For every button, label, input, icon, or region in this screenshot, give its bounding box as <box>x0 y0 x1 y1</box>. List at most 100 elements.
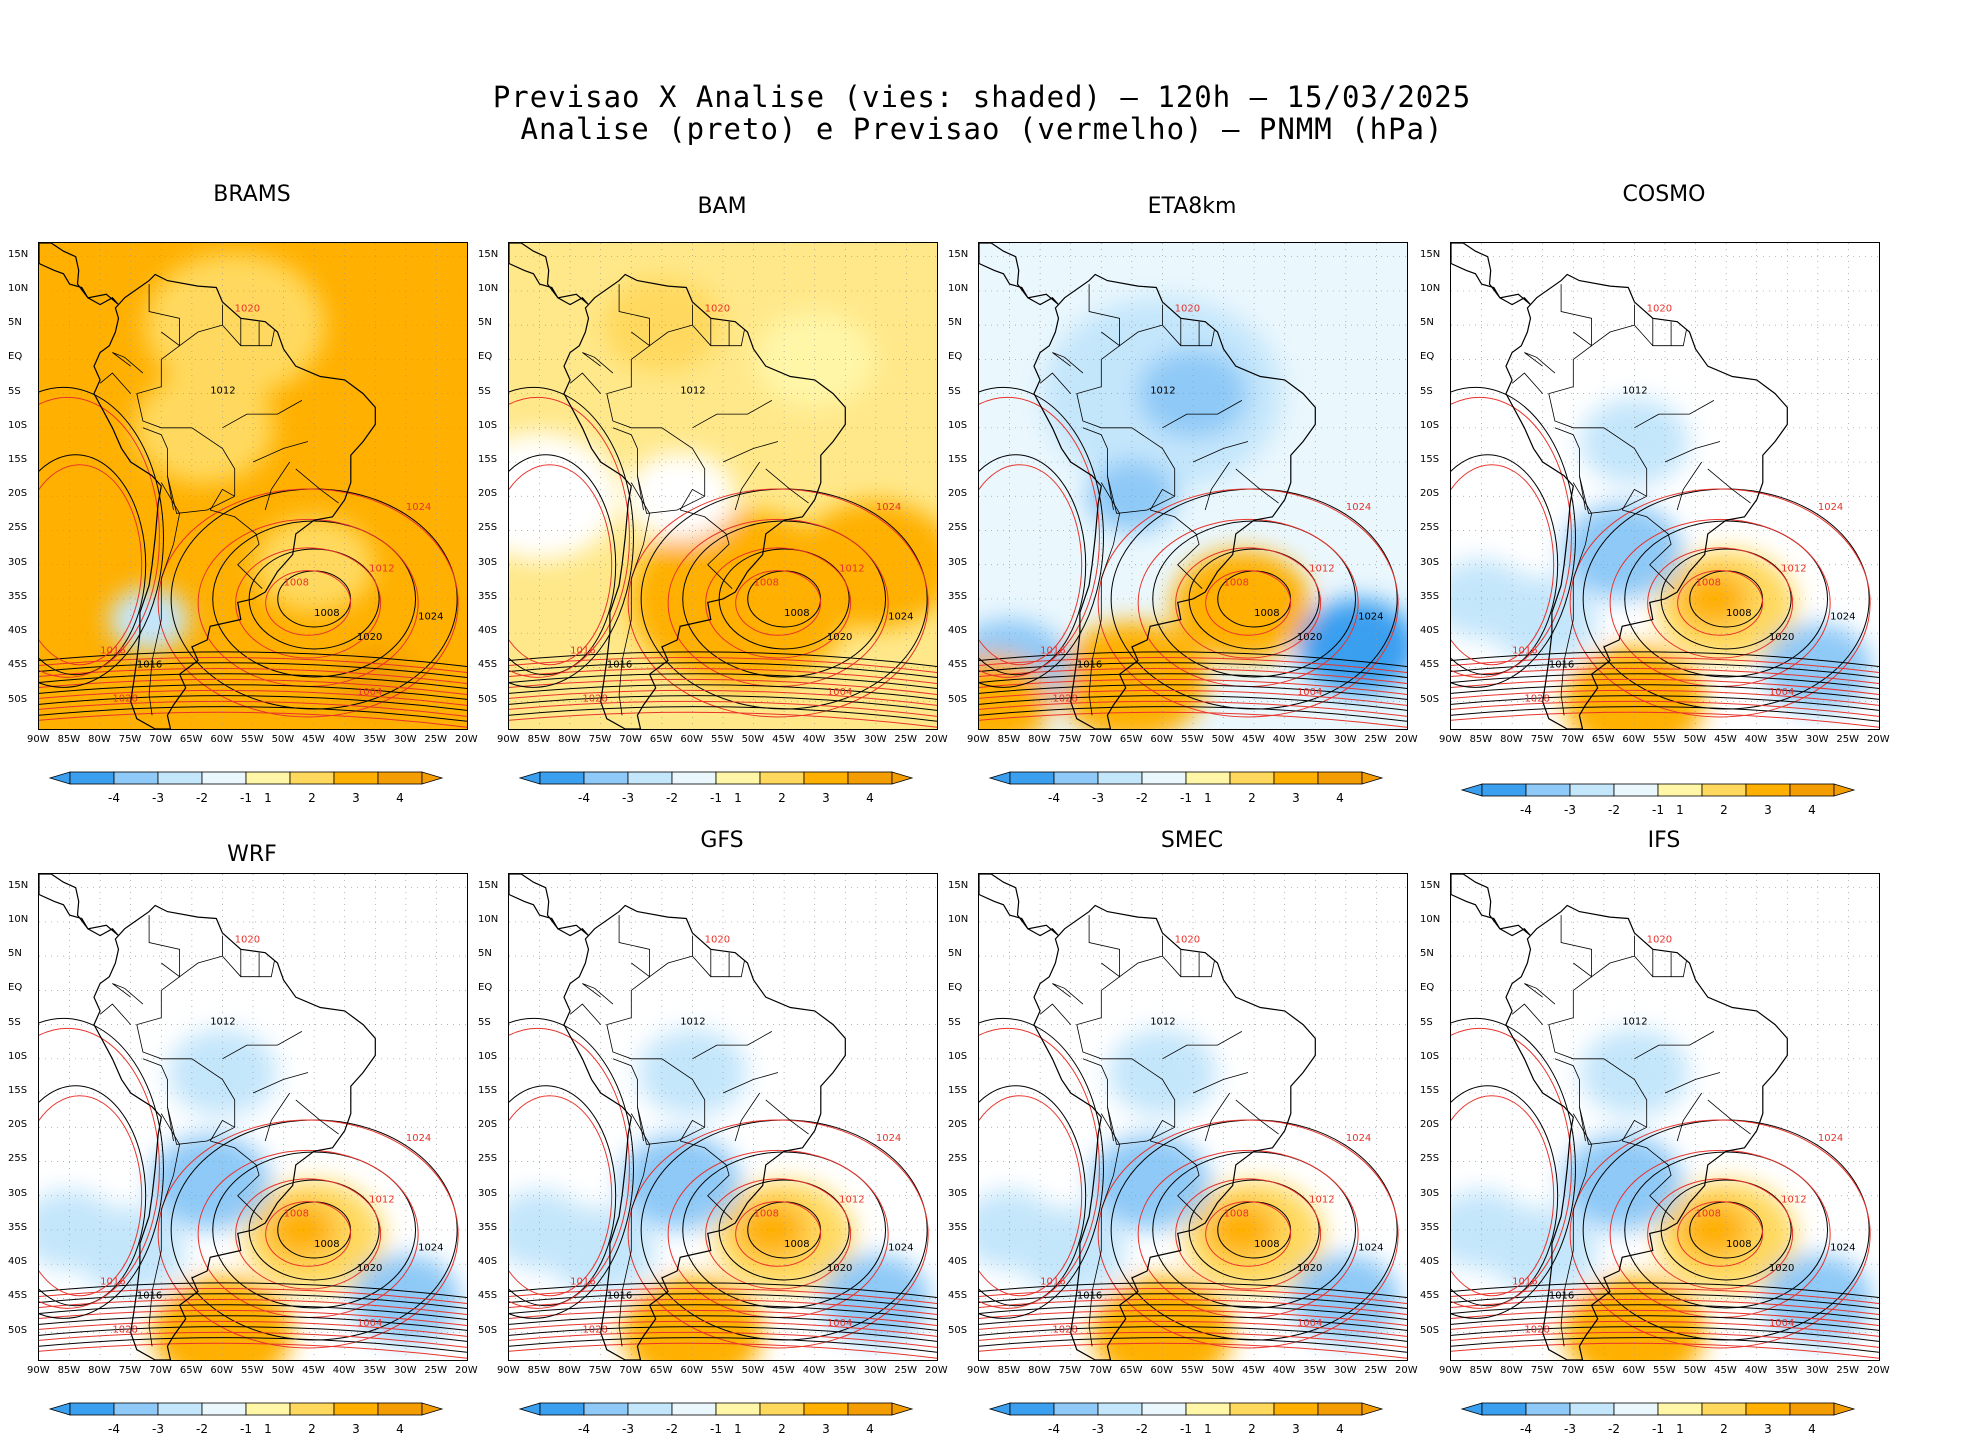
analysis-isobar <box>979 662 1407 678</box>
colorbar-label: -3 <box>622 791 634 805</box>
lat-tick-label: 5N <box>8 317 22 329</box>
analysis-isobar <box>979 1085 1087 1307</box>
lon-tick-label: 30W <box>393 734 417 745</box>
colorbar-segment <box>69 771 115 785</box>
colorbar-segment <box>113 771 159 785</box>
map-svg: 1008 1012 1016 1020 1024 1004 1008 1012 1016 1020… <box>979 874 1407 1360</box>
forecast-isobar <box>979 1027 1100 1309</box>
lon-tick-label: 75W <box>588 734 612 745</box>
lon-tick-label: 25W <box>1364 734 1388 745</box>
colorbar-arrow-left <box>518 771 541 785</box>
lat-tick-label: 5N <box>948 948 962 960</box>
lon-tick-label: 40W <box>802 1365 826 1376</box>
coastline <box>1505 904 1788 1360</box>
analysis-isobar <box>1152 520 1357 678</box>
analysis-isobar <box>509 454 617 676</box>
analysis-isobar <box>39 1315 467 1331</box>
lon-tick-label: 55W <box>1181 1365 1204 1376</box>
forecast-isobar <box>509 396 630 678</box>
colorbar-label: -3 <box>1564 803 1576 817</box>
lon-tick-label: 45W <box>1714 1365 1737 1376</box>
country-border <box>1652 318 1672 347</box>
colorbar-segment <box>69 1402 115 1416</box>
forecast-isobar <box>509 1298 937 1315</box>
lon-tick-label: 45W <box>302 734 325 745</box>
analysis-isobar-label: 1024 <box>1830 611 1855 622</box>
colorbar-label: 3 <box>1292 791 1300 805</box>
colorbar: -4 -3 -2 -1 1 2 3 4 <box>518 1401 938 1447</box>
country-border <box>252 441 309 463</box>
lon-tick-label: 85W <box>1469 1365 1493 1376</box>
colorbar-label: -2 <box>1136 791 1148 805</box>
colorbar-label: -3 <box>622 1422 634 1436</box>
colorbar: -4 -3 -2 -1 1 2 3 4 <box>518 770 938 816</box>
forecast-isobar <box>705 547 852 659</box>
country-border <box>99 372 131 394</box>
analysis-isobar <box>979 1017 1104 1319</box>
lat-tick-label: 5S <box>8 385 21 397</box>
country-border <box>1524 983 1556 1005</box>
lon-tick-label: 75W <box>1530 1365 1554 1376</box>
lat-tick-label: 5N <box>1420 948 1434 960</box>
colorbar-segment <box>1789 783 1835 797</box>
colorbar-segment <box>671 771 717 785</box>
analysis-isobar-label: 1024 <box>418 611 443 622</box>
forecast-isobar-label: 1020 <box>1175 934 1200 945</box>
country-border <box>1652 949 1672 978</box>
lat-tick-label: 10N <box>1420 913 1441 925</box>
colorbar-segment <box>803 771 849 785</box>
lat-tick-label: 50S <box>948 1324 968 1336</box>
lon-tick-label: 80W <box>1028 1365 1051 1376</box>
analysis-isobar <box>718 1179 850 1281</box>
forecast-isobar <box>509 1309 937 1326</box>
forecast-isobar <box>1451 396 1572 678</box>
country-border <box>1052 352 1084 374</box>
lat-tick-label: 5N <box>1420 317 1434 329</box>
lat-tick-label: 10S <box>8 419 28 431</box>
lat-tick-label: 25S <box>948 522 968 534</box>
colorbar-segment <box>1525 1402 1571 1416</box>
country-border <box>1088 1113 1121 1347</box>
country-border <box>710 949 730 978</box>
forecast-isobar <box>39 1298 467 1315</box>
lon-tick-label: 60W <box>1622 734 1646 745</box>
colorbar-segment <box>1657 783 1703 797</box>
country-border <box>240 949 260 978</box>
country-border <box>1676 1092 1703 1142</box>
panel-title: BAM <box>697 194 747 219</box>
lat-tick-label: 5N <box>478 948 492 960</box>
forecast-isobar-label: 1028 <box>112 694 137 705</box>
forecast-isobar <box>979 464 1083 666</box>
analysis-isobar <box>509 1293 937 1309</box>
lon-tick-label: 25W <box>894 1365 918 1376</box>
colorbar-segment <box>1317 1402 1363 1416</box>
lon-tick-label: 65W <box>1119 1365 1143 1376</box>
lat-tick-label: 45S <box>478 1290 498 1302</box>
analysis-isobar <box>39 1282 467 1299</box>
country-border <box>734 461 761 511</box>
lon-tick-label: 35W <box>363 734 386 745</box>
lat-tick-label: 20S <box>1420 488 1440 500</box>
lon-tick-label: 75W <box>1058 1365 1082 1376</box>
analysis-isobar <box>1624 520 1829 678</box>
coastline <box>93 273 376 729</box>
country-border <box>1664 441 1721 463</box>
analysis-isobar <box>979 706 1407 722</box>
coastline <box>509 243 589 306</box>
lon-tick-label: 60W <box>680 734 704 745</box>
colorbar-label: -1 <box>240 791 252 805</box>
forecast-isobar-label: 1016 <box>1512 646 1537 657</box>
analysis-isobar-label: 1020 <box>357 632 382 643</box>
lat-tick-label: 30S <box>1420 1187 1440 1199</box>
bias-shading <box>1090 1134 1211 1231</box>
country-border <box>221 935 242 977</box>
country-border <box>637 1106 644 1142</box>
colorbar: -4 -3 -2 -1 1 2 3 4 <box>988 770 1408 816</box>
forecast-isobar-label: 1016 <box>100 1277 125 1288</box>
colorbar-label: 3 <box>822 1422 830 1436</box>
country-border <box>1622 1140 1675 1220</box>
analysis-isobar <box>509 684 937 700</box>
forecast-isobar-label: 1020 <box>705 934 730 945</box>
forecast-isobar-label: 1016 <box>100 646 125 657</box>
country-border <box>1634 1031 1715 1060</box>
